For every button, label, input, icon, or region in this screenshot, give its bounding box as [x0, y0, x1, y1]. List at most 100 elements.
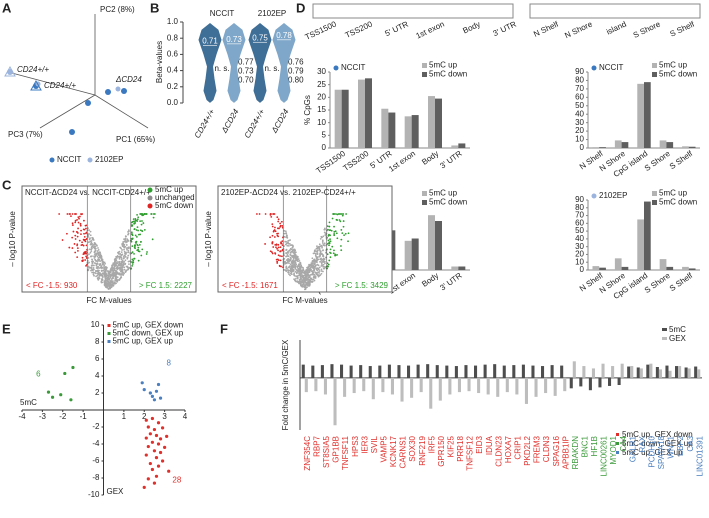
- y-tick-label: 50: [575, 101, 584, 110]
- point: [160, 426, 165, 430]
- region-label: TSS1500: [304, 19, 339, 41]
- volcano-point: [96, 255, 99, 258]
- bar: [621, 266, 629, 270]
- x-tick-label: WNT1: [667, 435, 676, 458]
- volcano-point: [85, 255, 88, 258]
- volcano-point: [282, 236, 284, 239]
- volcano-point: [89, 230, 92, 233]
- volcano-point: [292, 268, 295, 271]
- volcano-point: [137, 216, 140, 219]
- volcano-point: [100, 256, 103, 259]
- axis-label: PC2 (8%): [100, 5, 135, 14]
- bar: [675, 366, 679, 378]
- volcano-point: [288, 266, 290, 269]
- stat-label: 0.70: [238, 76, 254, 85]
- volcano-point: [96, 260, 98, 262]
- bar: [419, 377, 423, 393]
- volcano-point: [127, 254, 130, 257]
- volcano-point: [314, 275, 317, 278]
- volcano-point: [93, 251, 96, 254]
- volcano-point: [342, 213, 345, 215]
- point: [163, 445, 167, 449]
- volcano-point: [272, 213, 275, 215]
- volcano-point: [321, 239, 324, 242]
- x-tick-label: Body: [420, 149, 440, 167]
- volcano-point: [312, 276, 315, 279]
- volcano-point: [320, 272, 323, 275]
- volcano-point: [139, 229, 142, 232]
- volcano-point: [88, 261, 91, 264]
- plot-title: 2102EP-ΔCD24 vs. 2102EP-CD24+/+: [221, 188, 356, 197]
- volcano-point: [286, 241, 289, 244]
- volcano-point: [328, 244, 330, 247]
- group-title: 2102EP: [258, 9, 286, 18]
- volcano-point: [317, 268, 320, 271]
- volcano-point: [283, 245, 285, 247]
- volcano-point: [136, 220, 139, 222]
- volcano-point: [106, 270, 109, 272]
- count-label: < FC -1.5: 930: [26, 281, 78, 290]
- x-tick-label: 1st exon: [387, 149, 417, 174]
- volcano-point: [318, 274, 321, 277]
- volcano-point: [283, 235, 286, 238]
- volcano-point: [322, 265, 325, 268]
- volcano-point: [340, 229, 343, 231]
- bar: [572, 361, 576, 378]
- y-axis-title: GEX: [107, 487, 125, 496]
- volcano-point: [84, 240, 87, 243]
- volcano-point: [296, 259, 299, 262]
- bar: [411, 115, 419, 148]
- volcano-point: [135, 235, 138, 238]
- volcano-point: [104, 272, 107, 274]
- volcano-point: [329, 256, 332, 259]
- volcano-point: [301, 275, 304, 278]
- volcano-point: [133, 222, 135, 225]
- volcano-point: [73, 243, 76, 245]
- volcano-point: [327, 234, 330, 237]
- volcano-point: [102, 272, 105, 275]
- legend-label: 5mC: [669, 325, 686, 334]
- volcano-point: [299, 269, 302, 272]
- volcano-point: [134, 218, 137, 220]
- volcano-point: [321, 242, 324, 244]
- volcano-point: [319, 250, 322, 252]
- volcano-point: [99, 260, 101, 263]
- volcano-point: [93, 262, 96, 264]
- stat-label: 0.77: [238, 58, 254, 67]
- y-tick-label: 40: [575, 234, 584, 243]
- bar: [569, 377, 573, 389]
- bar: [505, 377, 509, 393]
- count-label: 28: [172, 476, 181, 485]
- legend-label: 5mC up: [659, 61, 688, 70]
- y-tick-label: 6: [95, 354, 100, 363]
- volcano-point: [285, 252, 288, 255]
- bar: [311, 365, 315, 378]
- bar: [340, 364, 344, 378]
- x-tick-label: ΔCD24: [269, 107, 290, 135]
- point: [165, 434, 169, 438]
- legend-marker: [147, 195, 153, 201]
- volcano-point: [323, 260, 326, 263]
- y-tick-label: 40: [575, 109, 584, 118]
- region-label: TSS200: [344, 19, 375, 40]
- volcano-point: [82, 228, 85, 231]
- volcano-point: [303, 286, 306, 289]
- y-tick-label: 90: [575, 67, 584, 76]
- volcano-point: [305, 279, 307, 281]
- bar: [644, 201, 651, 270]
- chart-title: 2102EP: [599, 191, 627, 200]
- x-tick-label: CLDN3: [542, 435, 551, 462]
- legend-swatch: [107, 324, 111, 327]
- bar: [448, 377, 452, 395]
- volcano-point: [107, 288, 110, 290]
- x-tick-label: -2: [59, 412, 67, 421]
- volcano-point: [304, 274, 307, 277]
- volcano-point: [100, 279, 103, 281]
- volcano-point: [340, 245, 342, 247]
- volcano-point: [81, 256, 84, 259]
- volcano-point: [114, 279, 117, 282]
- y-tick-label: 0: [322, 143, 327, 152]
- volcano-point: [277, 220, 280, 223]
- x-tick-label: S Shore: [643, 271, 672, 295]
- point: [154, 389, 159, 393]
